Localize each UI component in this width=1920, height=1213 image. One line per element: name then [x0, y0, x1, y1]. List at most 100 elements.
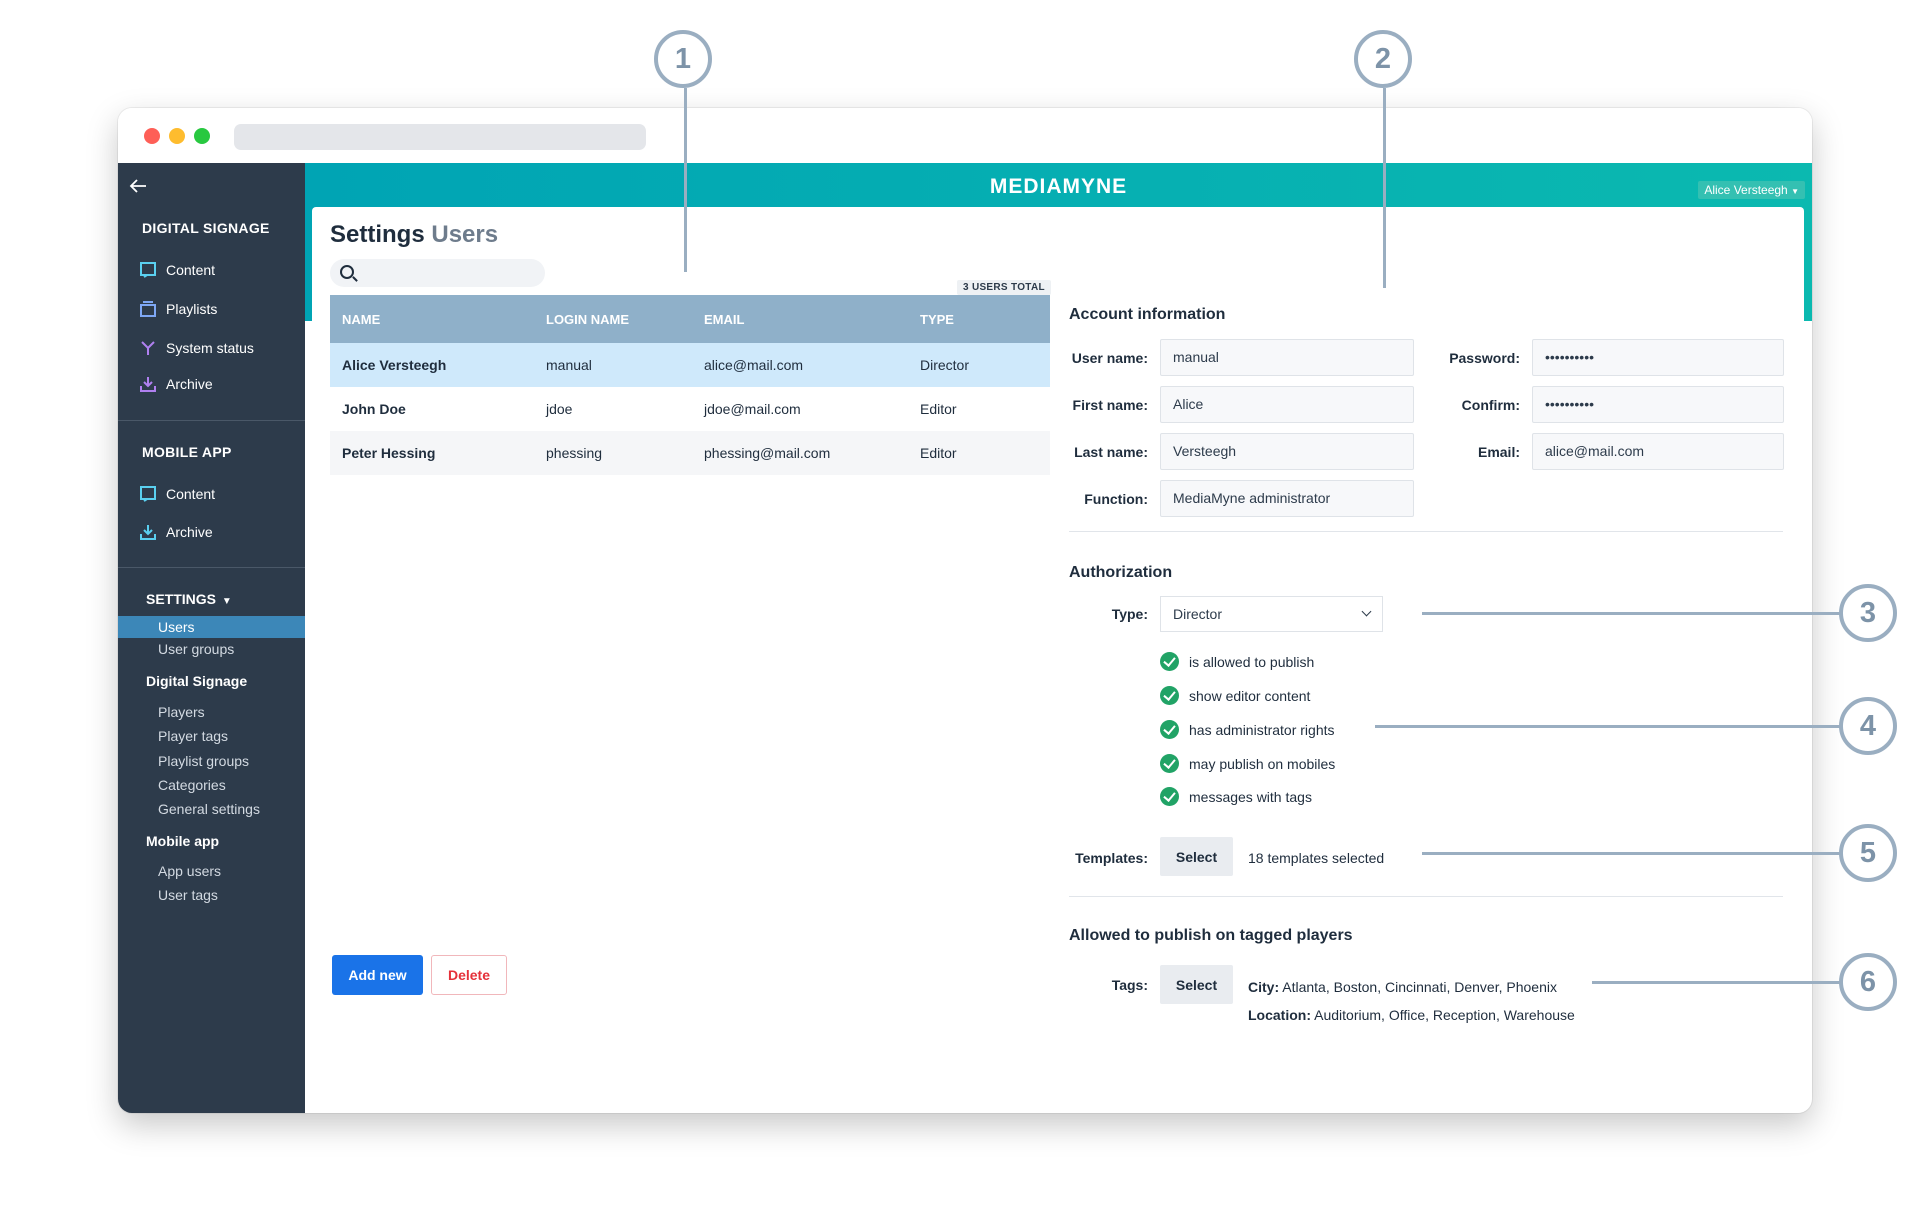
- main-panel: Settings Users 3 USERS TOTAL NAME LOGIN …: [312, 207, 1804, 1113]
- settings-heading: SETTINGS: [146, 591, 217, 607]
- callout-1: 1: [654, 30, 712, 88]
- permission-item[interactable]: has administrator rights: [1160, 720, 1335, 739]
- sidebar-divider: [118, 567, 305, 568]
- callout-6-line: [1592, 981, 1842, 984]
- location-tags-label: Location:: [1248, 1007, 1311, 1023]
- address-bar[interactable]: [234, 124, 646, 150]
- callout-5: 5: [1839, 824, 1897, 882]
- password-field[interactable]: ••••••••••: [1532, 339, 1784, 376]
- first-name-label: First name:: [1072, 397, 1148, 413]
- check-circle-icon: [1160, 686, 1179, 705]
- cell-email: jdoe@mail.com: [704, 401, 801, 417]
- city-tags-values: Atlanta, Boston, Cincinnati, Denver, Pho…: [1282, 979, 1557, 995]
- sidebar-item-label: System status: [166, 340, 254, 356]
- cell-name: John Doe: [342, 401, 406, 417]
- sidebar-item-ds-content[interactable]: Content: [140, 262, 215, 278]
- page-title: Settings Users: [330, 221, 498, 249]
- content-icon: [140, 262, 156, 278]
- search-input[interactable]: [330, 259, 545, 287]
- sidebar-item-player-tags[interactable]: Player tags: [158, 728, 229, 744]
- cell-email: alice@mail.com: [704, 357, 804, 373]
- callout-4: 4: [1839, 697, 1897, 755]
- callout-6: 6: [1839, 953, 1897, 1011]
- table-row[interactable]: Peter Hessing phessing phessing@mail.com…: [330, 431, 1050, 475]
- sidebar-item-ma-archive[interactable]: Archive: [140, 524, 213, 540]
- user-menu-button[interactable]: Alice Versteegh ▼: [1698, 181, 1805, 199]
- sidebar: DIGITAL SIGNAGE Content Playlists System…: [118, 163, 305, 1113]
- function-field[interactable]: MediaMyne administrator: [1160, 480, 1414, 517]
- add-new-button[interactable]: Add new: [332, 955, 423, 995]
- sidebar-item-label: Playlists: [166, 301, 218, 317]
- user-name-field[interactable]: manual: [1160, 339, 1414, 376]
- templates-select-button[interactable]: Select: [1160, 837, 1233, 876]
- digital-signage-group-heading: Digital Signage: [146, 673, 248, 689]
- account-info-heading: Account information: [1069, 306, 1226, 323]
- sidebar-item-categories[interactable]: Categories: [158, 777, 226, 793]
- sidebar-item-app-users[interactable]: App users: [158, 863, 222, 879]
- archive-icon: [140, 376, 156, 392]
- sidebar-item-users[interactable]: Users: [118, 616, 305, 638]
- close-window-button[interactable]: [144, 128, 160, 144]
- sidebar-item-ma-content[interactable]: Content: [140, 486, 215, 502]
- cell-login: phessing: [546, 445, 603, 461]
- confirm-password-field[interactable]: ••••••••••: [1532, 386, 1784, 423]
- sidebar-item-ds-archive[interactable]: Archive: [140, 376, 213, 392]
- column-header-type[interactable]: TYPE: [920, 311, 954, 327]
- permission-label: messages with tags: [1189, 788, 1312, 805]
- table-row[interactable]: Alice Versteegh manual alice@mail.com Di…: [330, 343, 1050, 387]
- tags-select-button[interactable]: Select: [1160, 965, 1233, 1004]
- type-select[interactable]: Director: [1160, 596, 1383, 632]
- page-title-accent: Users: [431, 221, 499, 248]
- location-tags: Location: Auditorium, Office, Reception,…: [1248, 1007, 1575, 1023]
- sidebar-item-players[interactable]: Players: [158, 704, 205, 720]
- caret-down-icon: ▼: [1791, 187, 1799, 196]
- permission-item[interactable]: messages with tags: [1160, 787, 1312, 806]
- sidebar-item-user-tags[interactable]: User tags: [158, 887, 218, 903]
- permission-label: show editor content: [1189, 687, 1311, 704]
- table-header: NAME LOGIN NAME EMAIL TYPE: [330, 295, 1050, 343]
- cell-type: Director: [920, 357, 970, 373]
- sidebar-item-general-settings[interactable]: General settings: [158, 801, 260, 817]
- cell-email: phessing@mail.com: [704, 445, 831, 461]
- chevron-down-icon: [1361, 606, 1372, 617]
- confirm-label: Confirm:: [1461, 397, 1520, 413]
- table-row[interactable]: John Doe jdoe jdoe@mail.com Editor: [330, 387, 1050, 431]
- last-name-field[interactable]: Versteegh: [1160, 433, 1414, 470]
- first-name-field[interactable]: Alice: [1160, 386, 1414, 423]
- type-select-value: Director: [1173, 606, 1223, 622]
- permission-item[interactable]: show editor content: [1160, 686, 1310, 705]
- email-field[interactable]: alice@mail.com: [1532, 433, 1784, 470]
- sidebar-item-ds-playlists[interactable]: Playlists: [140, 301, 217, 317]
- sidebar-item-user-groups[interactable]: User groups: [158, 641, 235, 657]
- page-title-main: Settings: [330, 221, 425, 248]
- cell-login: manual: [546, 357, 592, 373]
- permission-item[interactable]: may publish on mobiles: [1160, 754, 1335, 773]
- sidebar-item-playlist-groups[interactable]: Playlist groups: [158, 753, 250, 769]
- column-header-login[interactable]: LOGIN NAME: [546, 311, 630, 327]
- permission-item[interactable]: is allowed to publish: [1160, 652, 1314, 671]
- cell-type: Editor: [920, 445, 957, 461]
- mobile-app-group-heading: Mobile app: [146, 833, 220, 849]
- callout-4-line: [1375, 725, 1842, 728]
- section-divider: [1069, 896, 1783, 897]
- column-header-email[interactable]: EMAIL: [704, 311, 745, 327]
- caret-down-icon: ▼: [221, 596, 232, 607]
- delete-button[interactable]: Delete: [431, 955, 507, 995]
- type-label: Type:: [1111, 606, 1148, 622]
- sidebar-item-label: Archive: [166, 524, 213, 540]
- browser-window: DIGITAL SIGNAGE Content Playlists System…: [118, 108, 1812, 1113]
- archive-icon: [140, 524, 156, 540]
- minimize-window-button[interactable]: [169, 128, 185, 144]
- cell-name: Peter Hessing: [342, 445, 436, 461]
- check-circle-icon: [1160, 652, 1179, 671]
- sidebar-item-ds-system-status[interactable]: System status: [140, 340, 254, 356]
- column-header-name[interactable]: NAME: [342, 311, 381, 327]
- callout-3: 3: [1839, 584, 1897, 642]
- permission-label: has administrator rights: [1189, 721, 1335, 738]
- back-arrow-icon[interactable]: [127, 175, 149, 203]
- sidebar-item-label: Content: [166, 262, 216, 278]
- maximize-window-button[interactable]: [194, 128, 210, 144]
- check-circle-icon: [1160, 754, 1179, 773]
- last-name-label: Last name:: [1074, 444, 1148, 460]
- settings-menu-toggle[interactable]: SETTINGS ▼: [146, 591, 232, 607]
